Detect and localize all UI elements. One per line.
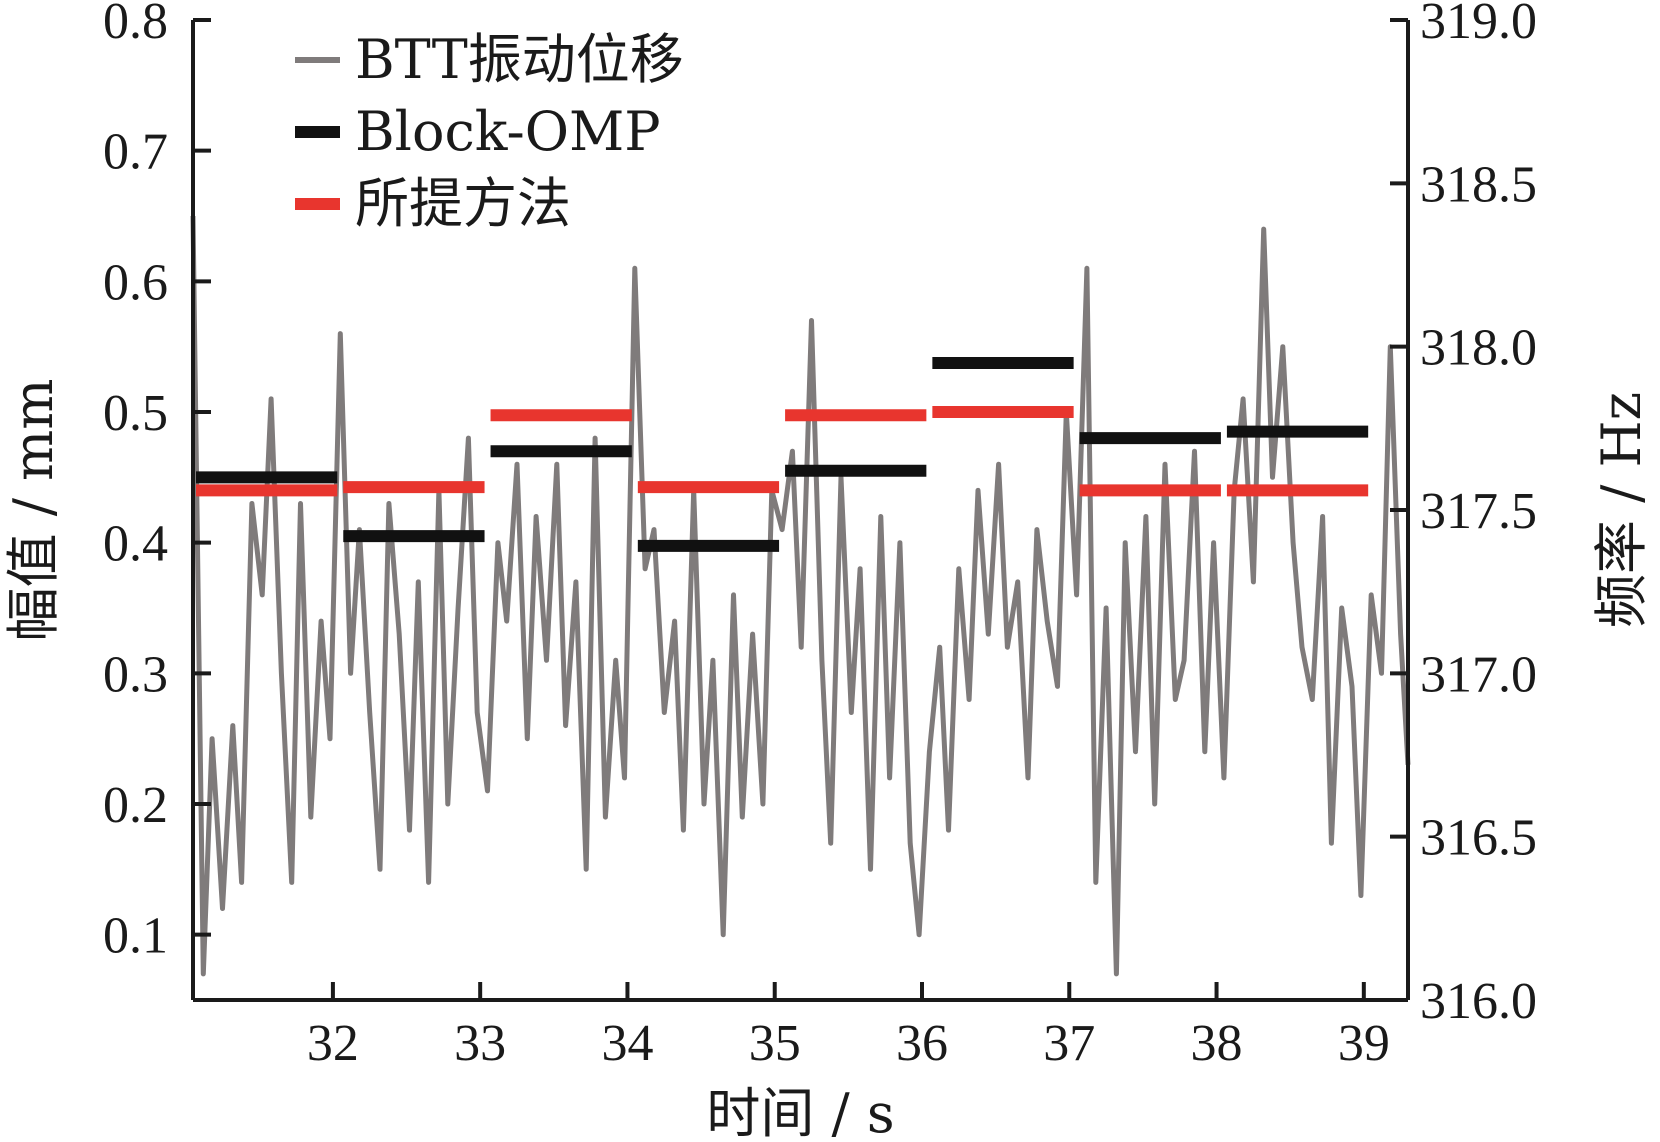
y-left-axis-title: 幅值 / mm [2,379,65,642]
y-right-tick-label: 319.0 [1420,0,1537,50]
series-line-btt [190,215,1411,977]
y-left-tick-label: 0.6 [103,254,168,311]
legend-item-btt-label: BTT振动位移 [355,28,684,91]
x-tick-label: 39 [1338,1015,1390,1072]
y-left-tick-label: 0.5 [103,385,168,442]
y-right-tick-label: 317.0 [1420,646,1537,703]
y-left-tick-label: 0.3 [103,646,168,703]
x-tick-label: 38 [1191,1015,1243,1072]
x-tick-label: 35 [749,1015,801,1072]
y-right-tick-label: 318.5 [1420,156,1537,213]
legend-item-block-omp-label: Block-OMP [355,100,661,163]
y-left-tick-label: 0.2 [103,777,168,834]
x-tick-label: 36 [896,1015,948,1072]
x-axis-title: 时间 / s [706,1082,894,1142]
x-tick-label: 32 [307,1015,359,1072]
y-right-tick-label: 316.5 [1420,810,1537,867]
x-tick-label: 34 [601,1015,653,1072]
y-left-tick-label: 0.1 [103,908,168,965]
y-left-tick-label: 0.4 [103,516,168,573]
x-tick-label: 33 [454,1015,506,1072]
legend-item-proposed-method-label: 所提方法 [355,172,571,235]
y-right-tick-label: 316.0 [1420,973,1537,1030]
y-right-tick-label: 317.5 [1420,483,1537,540]
y-right-tick-label: 318.0 [1420,320,1537,377]
x-tick-label: 37 [1043,1015,1095,1072]
y-left-tick-label: 0.7 [103,124,168,181]
y-right-axis-title: 频率 / Hz [1590,392,1653,628]
y-left-tick-label: 0.8 [103,0,168,50]
legend: BTT振动位移 Block-OMP 所提方法 [295,28,684,235]
plot-area [190,215,1411,977]
